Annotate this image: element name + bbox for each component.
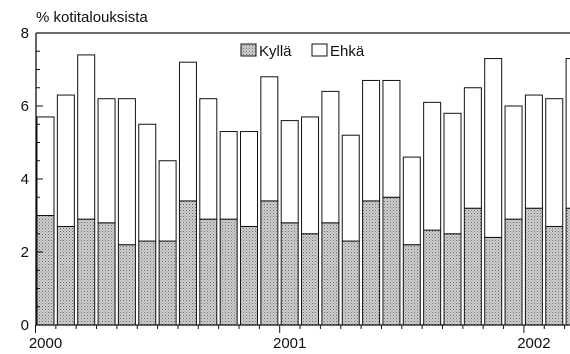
y-tick-label-6: 6 — [21, 98, 29, 115]
bar-kylla-1 — [56, 225, 75, 326]
bar-kylla-9 — [219, 218, 238, 326]
bar-kylla-2 — [77, 218, 96, 326]
bar-ehka-21 — [463, 87, 482, 209]
bar-kylla-20 — [443, 233, 462, 326]
bar-ehka-3 — [97, 98, 116, 224]
bar-kylla-5 — [138, 240, 157, 326]
bar-ehka-4 — [117, 98, 136, 246]
bar-ehka-14 — [321, 90, 340, 224]
bar-ehka-8 — [199, 98, 218, 220]
bar-ehka-23 — [504, 105, 523, 220]
bar-kylla-24 — [524, 207, 543, 326]
bar-kylla-16 — [362, 200, 381, 326]
bar-ehka-13 — [301, 116, 320, 235]
legend-label-kylla: Kyllä — [259, 43, 292, 60]
bar-ehka-20 — [443, 112, 462, 235]
bar-ehka-6 — [158, 160, 177, 242]
legend-label-ehka: Ehkä — [330, 43, 365, 60]
bar-ehka-15 — [341, 134, 360, 242]
y-tick-label-8: 8 — [21, 25, 29, 42]
bar-kylla-25 — [545, 225, 564, 326]
bar-kylla-14 — [321, 222, 340, 326]
bar-ehka-19 — [423, 101, 442, 231]
bar-ehka-18 — [402, 156, 421, 246]
bar-kylla-19 — [423, 229, 442, 326]
x-tick-label-2001: 2001 — [273, 335, 306, 352]
bar-ehka-10 — [240, 131, 258, 227]
bar-kylla-4 — [117, 244, 136, 326]
bar-ehka-7 — [178, 61, 197, 202]
x-tick-label-2002: 2002 — [517, 335, 550, 352]
bar-kylla-18 — [402, 244, 421, 326]
bar-ehka-25 — [545, 98, 564, 227]
bar-ehka-24 — [524, 94, 543, 209]
bar-kylla-10 — [240, 225, 258, 326]
bar-kylla-22 — [484, 236, 503, 326]
bar-ehka-2 — [77, 54, 96, 220]
y-axis-label: % kotitalouksista — [36, 9, 148, 26]
bar-ehka-17 — [382, 79, 401, 198]
bar-ehka-12 — [280, 120, 299, 224]
bar-ehka-9 — [219, 131, 238, 220]
plot-area: 0 2 4 6 8 2000 2001 2002 — [21, 25, 570, 352]
bar-kylla-6 — [158, 240, 177, 326]
bar-ehka-26 — [565, 58, 570, 209]
legend: Kyllä Ehkä — [240, 43, 365, 60]
y-tick-label-0: 0 — [21, 317, 29, 334]
bar-kylla-7 — [178, 200, 197, 326]
x-tick-label-2000: 2000 — [29, 335, 62, 352]
bar-ehka-16 — [362, 79, 381, 202]
bar-kylla-11 — [260, 200, 279, 326]
bar-kylla-12 — [280, 222, 299, 326]
bar-kylla-17 — [382, 196, 401, 326]
bar-ehka-22 — [484, 58, 503, 238]
bar-kylla-21 — [463, 207, 482, 326]
bar-ehka-11 — [260, 76, 279, 202]
legend-swatch-ehka — [311, 43, 328, 57]
bar-kylla-13 — [301, 233, 320, 326]
bar-ehka-1 — [56, 94, 75, 227]
bar-ehka-0 — [36, 116, 55, 216]
bar-kylla-15 — [341, 240, 360, 326]
bar-ehka-5 — [138, 123, 157, 242]
legend-swatch-kylla — [240, 43, 257, 57]
bar-kylla-23 — [504, 218, 523, 326]
bar-kylla-3 — [97, 222, 116, 326]
bar-kylla-26 — [565, 207, 570, 326]
y-tick-label-2: 2 — [21, 244, 29, 261]
y-tick-label-4: 4 — [21, 171, 29, 188]
bar-kylla-8 — [199, 218, 218, 326]
